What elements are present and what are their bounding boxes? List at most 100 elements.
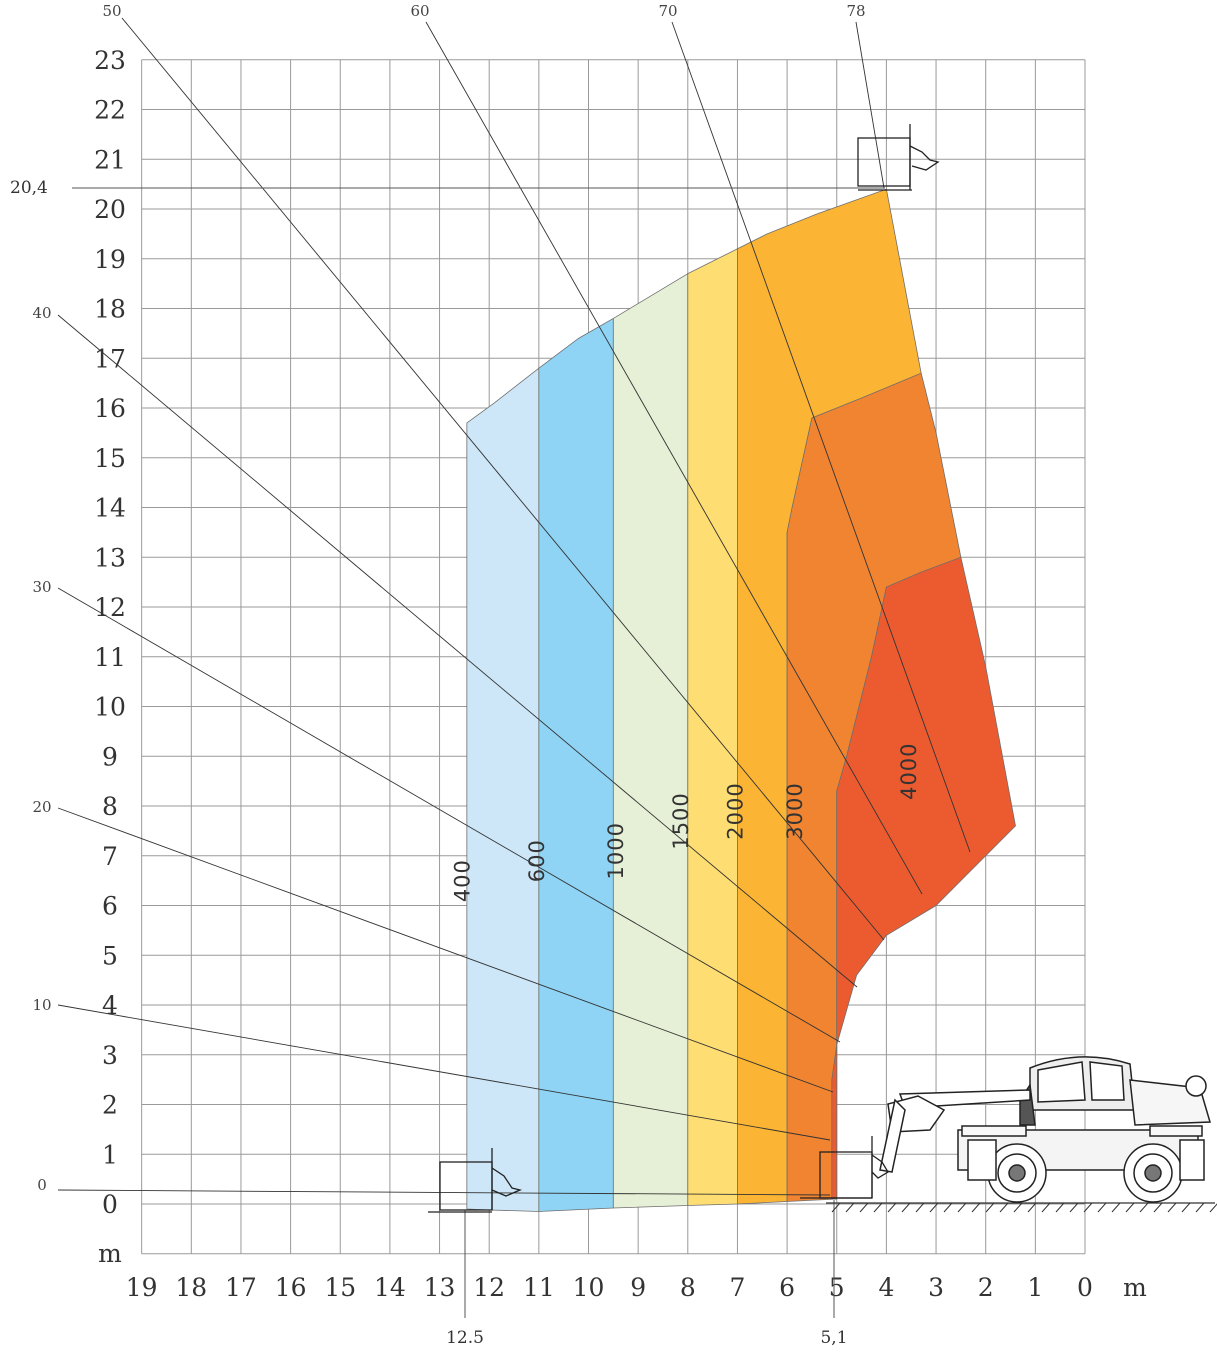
x-tick-label: 15: [324, 1273, 356, 1302]
zone-labels: 400 600 1000 1500 2000 3000 4000: [450, 742, 921, 902]
ground-reach-label: 5,1: [820, 1328, 847, 1348]
y-axis-unit-label: m: [98, 1239, 122, 1268]
y-tick-label: 15: [94, 444, 126, 473]
ground-hatch: [831, 1202, 841, 1213]
x-tick-label: 2: [978, 1273, 994, 1302]
ground-hatch: [873, 1202, 883, 1213]
load-zone-1000: [612, 272, 689, 1209]
boom-angle-line-70: [671, 21, 971, 853]
x-tick-label: 0: [1077, 1273, 1093, 1302]
boom-angle-label-60: 60: [410, 2, 429, 20]
x-tick-label: 7: [729, 1273, 745, 1302]
y-tick-label: 9: [102, 742, 118, 771]
ground-hatch: [1125, 1202, 1135, 1213]
ground-hatch: [915, 1202, 925, 1213]
y-tick-label: 13: [94, 543, 126, 572]
boom-angle-label-40: 40: [32, 304, 51, 322]
y-tick-label: 4: [102, 991, 118, 1020]
x-axis-ticks: 19 18 17 16 15 14 13 12 11 10 9 8 7 6 5 4 3 2 1 0: [126, 1273, 1093, 1302]
y-tick-label: 19: [94, 245, 126, 274]
ground-hatch: [1111, 1202, 1121, 1213]
zone-label-2000: 2000: [723, 782, 747, 839]
x-tick-label: 18: [175, 1273, 207, 1302]
boom-angle-label-10: 10: [32, 996, 51, 1014]
y-tick-label: 12: [94, 593, 126, 622]
boom-angle-line-78: [855, 21, 885, 189]
zone-label-600: 600: [525, 839, 549, 882]
x-tick-label: 10: [573, 1273, 605, 1302]
boom-angle-line-20: [57, 807, 834, 1093]
y-tick-label: 14: [94, 494, 126, 523]
y-tick-label: 1: [102, 1140, 118, 1169]
load-zone-400: [466, 367, 540, 1212]
boom-angle-label-70: 70: [658, 2, 677, 20]
ground-hatch: [1027, 1202, 1037, 1213]
ground-hatch: [1139, 1202, 1149, 1213]
ground-hatch: [985, 1202, 995, 1213]
y-tick-label: 21: [94, 145, 126, 174]
ground-hatch: [1013, 1202, 1023, 1213]
x-tick-label: 16: [275, 1273, 307, 1302]
boom-angle-line-10: [57, 1004, 831, 1141]
load-zone-4000: [831, 556, 1016, 1200]
max-height-label: 20,4: [10, 178, 48, 198]
y-tick-label: 16: [94, 394, 126, 423]
ground-hatch: [1055, 1202, 1065, 1213]
boom-angle-label-30: 30: [32, 578, 51, 596]
zone-label-4000: 4000: [897, 742, 921, 799]
telehandler-machine-icon: [879, 1056, 1211, 1203]
ground-hatch: [1041, 1202, 1051, 1213]
y-tick-label: 23: [94, 46, 126, 75]
boom-angle-label-78: 78: [846, 2, 865, 20]
x-tick-label: 11: [523, 1273, 555, 1302]
x-tick-label: 13: [424, 1273, 456, 1302]
ground-hatch: [1097, 1202, 1107, 1213]
boom-angle-line-0: [57, 1189, 831, 1196]
boom-angle-label-20: 20: [32, 798, 51, 816]
max-reach-label: 12.5: [446, 1328, 484, 1348]
ground-hatch: [887, 1202, 897, 1213]
ground-hatch: [1195, 1202, 1205, 1213]
boom-angle-label-0: 0: [37, 1176, 47, 1194]
y-tick-label: 0: [102, 1190, 118, 1219]
ground-hatching: [826, 1202, 1217, 1213]
x-tick-label: 19: [126, 1273, 158, 1302]
fork-carriage-ground-icon: [800, 1136, 889, 1199]
ground-hatch: [1167, 1202, 1177, 1213]
x-tick-label: 5: [829, 1273, 845, 1302]
zone-label-1000: 1000: [604, 822, 628, 879]
ground-hatch: [943, 1202, 953, 1213]
x-tick-label: 4: [878, 1273, 894, 1302]
x-tick-label: 1: [1027, 1273, 1043, 1302]
fork-carriage-reach-icon: [428, 1148, 523, 1213]
boom-angle-line-60: [425, 21, 923, 895]
zone-label-3000: 3000: [783, 782, 807, 839]
ground-hatch: [1069, 1202, 1079, 1213]
ground-hatch: [859, 1202, 869, 1213]
x-tick-label: 9: [630, 1273, 646, 1302]
y-tick-label: 17: [94, 344, 126, 373]
zone-label-400: 400: [450, 859, 474, 902]
y-tick-label: 5: [102, 941, 118, 970]
y-tick-label: 6: [102, 892, 118, 921]
x-tick-label: 17: [225, 1273, 257, 1302]
zone-label-1500: 1500: [669, 792, 693, 849]
y-tick-label: 20: [94, 195, 126, 224]
x-tick-label: 8: [680, 1273, 696, 1302]
x-tick-label: 14: [374, 1273, 406, 1302]
load-zone-1500: [687, 248, 738, 1206]
boom-angle-line-30: [57, 587, 841, 1043]
y-tick-label: 3: [102, 1041, 118, 1070]
x-tick-label: 6: [779, 1273, 795, 1302]
ground-hatch: [1153, 1202, 1163, 1213]
ground-hatch: [1083, 1202, 1093, 1213]
boom-angle-line-50: [121, 17, 885, 941]
y-tick-label: 22: [94, 96, 126, 125]
y-tick-label: 11: [94, 643, 126, 672]
ground-hatch: [971, 1202, 981, 1213]
load-zones: [466, 188, 1016, 1212]
x-tick-label: 12: [473, 1273, 505, 1302]
y-tick-label: 2: [102, 1091, 118, 1120]
